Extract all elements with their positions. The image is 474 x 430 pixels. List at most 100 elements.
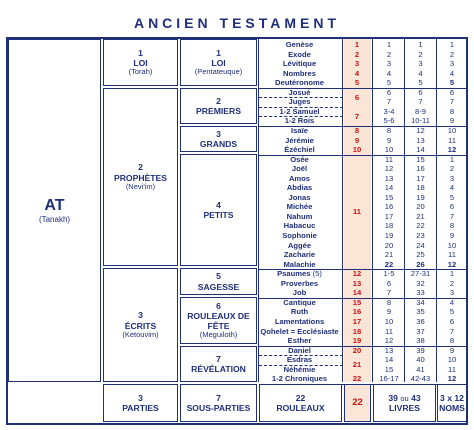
table-frame <box>6 37 468 425</box>
row-divider <box>259 154 467 156</box>
book-name: 1-2 Samuel <box>259 107 340 117</box>
division-sub: (Ketouvim) <box>122 329 159 339</box>
bottom-num: 3 <box>138 392 143 403</box>
book-label: 1-2 Samuel <box>279 106 320 116</box>
noms-count: 12 <box>447 145 457 155</box>
book-label: Néhémie <box>283 364 316 374</box>
livres-alt-count: 5 <box>418 78 423 88</box>
livres-count: 14 <box>384 355 394 365</box>
noms-count: 6 <box>449 316 455 326</box>
subdivision-name: ROULEAUX DE FÊTE <box>187 311 250 332</box>
row-divider-dashed <box>259 364 343 366</box>
book-name: Daniel <box>259 346 340 356</box>
livres-alt-count: 26 <box>416 259 425 269</box>
noms-count: 1 <box>449 154 455 164</box>
division-num: 2 <box>138 162 143 173</box>
row-divider-dashed <box>259 355 343 357</box>
book-name: Isaïe <box>259 126 340 136</box>
bottom-label: LIVRES <box>388 403 421 413</box>
bottom-parties: 3 PARTIES <box>103 384 178 422</box>
livres-count: 9 <box>386 135 392 145</box>
noms-count: 2 <box>449 49 455 59</box>
book-name: Michée <box>259 202 340 212</box>
noms-count: 1 <box>449 40 455 49</box>
book-label: Amos <box>288 173 311 183</box>
noms-count: 4 <box>449 183 455 193</box>
book-label: Daniel <box>288 345 311 355</box>
livres-count: 10 <box>384 316 394 326</box>
livres-alt-count: 12 <box>416 125 425 135</box>
book-label: Esther <box>287 336 312 346</box>
subdivision-num: 2 <box>216 95 221 106</box>
book-label: Michée <box>286 202 313 212</box>
book-name: Josué <box>259 88 340 98</box>
red-number: 16 <box>352 307 362 317</box>
subdivision-rouleaux: 6 ROULEAUX DE FÊTE (Meguiloth) <box>180 297 257 344</box>
book-name: Ruth <box>259 307 340 317</box>
book-name: Lévitique <box>259 59 340 69</box>
livres-alt-count: 33 <box>416 288 425 298</box>
livres-alt-count: 4 <box>418 68 423 78</box>
book-label: Ruth <box>290 307 309 317</box>
subdivision-sub: (Pentateuque) <box>194 67 243 77</box>
red-number: 10 <box>352 145 362 155</box>
book-name: Genèse <box>259 40 340 50</box>
livres-count: 2 <box>386 49 392 59</box>
book-label: Zacharie <box>283 250 316 260</box>
livres-alt-count: 19 <box>416 192 425 202</box>
book-name: Joël <box>259 164 340 174</box>
subdivision-sub: (Meguiloth) <box>199 330 238 340</box>
subdivision-name: GRANDS <box>199 139 238 149</box>
row-divider <box>259 269 467 271</box>
livres-alt-count: 3 <box>418 59 423 69</box>
subdivision-name: LOI <box>211 58 226 69</box>
book-name: Qohelet = Ecclésiaste <box>259 327 340 337</box>
red-number: 6 <box>354 92 360 102</box>
livres-count: 10 <box>384 145 394 155</box>
livres-alt-count: 37 <box>416 326 425 336</box>
livres-alt-count: 20 <box>416 202 425 212</box>
livres-count: 8 <box>386 125 392 135</box>
livres-count: 7 <box>386 288 392 298</box>
subdivision-sagesse: 5 SAGESSE <box>180 268 257 295</box>
book-label: Proverbes <box>280 278 319 288</box>
book-label: Jérémie <box>285 135 314 145</box>
livres-count: 7 <box>386 97 392 107</box>
bottom-noms: 3 x 12 NOMS <box>437 384 467 422</box>
red-number: 7 <box>354 111 360 121</box>
at-sub: (Tanakh) <box>38 214 71 224</box>
book-name: Cantique <box>259 298 340 308</box>
livres-count: 9 <box>386 307 392 317</box>
book-label: Isaïe <box>291 125 308 135</box>
livres-alt-count: 40 <box>416 355 425 365</box>
book-name: Jonas <box>259 193 340 203</box>
row-divider <box>259 345 467 347</box>
book-name: Amos <box>259 174 340 184</box>
row-divider-dashed <box>259 97 343 99</box>
livres-alt-count: 8-9 <box>415 106 426 116</box>
noms-count: 6 <box>449 87 455 97</box>
subdivision-name: RÉVÉLATION <box>191 364 246 374</box>
book-name: Nahum <box>259 212 340 222</box>
noms-count: 2 <box>449 164 455 174</box>
bottom-livres: 39 ou 43 LIVRES <box>373 384 436 422</box>
livres-count: 17 <box>384 211 394 221</box>
red-number: 11 <box>352 207 362 217</box>
divider <box>436 39 437 382</box>
book-label: Malachie <box>283 259 316 269</box>
livres-alt-count: 13 <box>416 135 425 145</box>
livres-count: 16 <box>384 202 394 212</box>
division-loi: 1 LOI (Torah) <box>103 39 178 86</box>
livres-alt-count: 7 <box>418 97 423 107</box>
division-name: ÉCRITS <box>124 320 157 331</box>
bottom-red-count: 22 <box>344 384 371 422</box>
red-number: 21 <box>352 360 362 370</box>
livres-alt-count: 17 <box>416 173 425 183</box>
book-label: Lévitique <box>282 59 317 69</box>
livres-count: 11 <box>385 154 393 164</box>
noms-count: 4 <box>449 68 455 78</box>
livres-alt-count: 25 <box>416 250 425 260</box>
red-number: 2 <box>354 49 360 59</box>
book-label: Cantique <box>283 297 316 307</box>
subdivision-revelation: 7 RÉVÉLATION <box>180 346 257 382</box>
